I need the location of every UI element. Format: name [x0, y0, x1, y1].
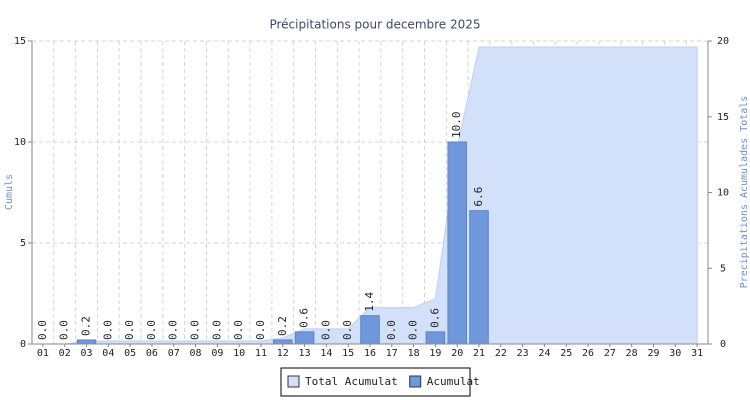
x-tick-label: 08: [190, 348, 202, 359]
y-tick-label: 0: [20, 339, 26, 350]
data-label: 0.2: [80, 316, 93, 336]
y2-tick-label: 5: [720, 263, 726, 274]
data-label: 0.0: [210, 320, 223, 340]
legend-box: [280, 367, 471, 397]
data-label: 0.6: [428, 308, 441, 328]
data-label: 0.0: [145, 320, 158, 340]
y2-tick-label: 15: [717, 112, 729, 123]
bar: [294, 331, 315, 345]
y-tick-label: 15: [14, 36, 26, 47]
y2-axis-label: Precipitations Acumulades Totals: [739, 96, 750, 289]
x-tick-label: 24: [538, 348, 550, 359]
data-label: 10.0: [450, 112, 463, 139]
x-tick-label: 25: [560, 348, 572, 359]
x-tick-label: 29: [647, 348, 659, 359]
data-label: 0.6: [298, 308, 311, 328]
x-tick-label: 09: [211, 348, 223, 359]
y2-tick-label: 0: [720, 339, 726, 350]
data-label: 0.0: [341, 320, 354, 340]
area: [42, 46, 698, 345]
data-label: 0.0: [58, 320, 71, 340]
x-tick-label: 05: [124, 348, 136, 359]
x-tick-label: 10: [233, 348, 245, 359]
bar: [425, 331, 446, 345]
x-tick-label: 30: [669, 348, 681, 359]
data-label: 0.0: [232, 320, 245, 340]
x-tick-label: 27: [604, 348, 616, 359]
x-tick-label: 01: [37, 348, 49, 359]
data-label: 0.0: [319, 320, 332, 340]
chart-title: Précipitations pour decembre 2025: [269, 18, 480, 32]
legend-swatch: [287, 375, 300, 388]
bar: [469, 210, 489, 345]
y-tick-label: 10: [14, 137, 26, 148]
bar: [360, 315, 380, 345]
x-tick-label: 23: [517, 348, 529, 359]
legend-label: Total Acumulat: [305, 375, 398, 388]
x-tick-label: 26: [582, 348, 594, 359]
y-axis-label: Cumuls: [4, 174, 15, 210]
bar: [273, 339, 293, 345]
x-tick-label: 07: [168, 348, 180, 359]
data-label: 0.0: [123, 320, 136, 340]
legend-label: Acumulat: [427, 375, 480, 388]
x-tick-label: 12: [277, 348, 289, 359]
x-tick-label: 15: [342, 348, 354, 359]
data-label: 1.4: [363, 291, 376, 311]
x-tick-label: 16: [364, 348, 376, 359]
data-label: 0.0: [189, 320, 202, 340]
x-tick-label: 19: [429, 348, 441, 359]
x-tick-label: 21: [473, 348, 485, 359]
x-tick-label: 04: [102, 348, 114, 359]
x-tick-label: 11: [255, 348, 267, 359]
x-tick-label: 03: [80, 348, 92, 359]
data-label: 0.0: [407, 320, 420, 340]
data-label: 0.0: [101, 320, 114, 340]
data-label: 0.2: [276, 316, 289, 336]
x-tick-label: 20: [451, 348, 463, 359]
y-tick-label: 5: [20, 238, 26, 249]
y2-tick-label: 10: [717, 188, 729, 199]
data-label: 0.0: [254, 320, 267, 340]
y2-tick-label: 20: [717, 36, 729, 47]
bar: [447, 141, 467, 345]
bar: [76, 339, 97, 345]
legend-swatch: [409, 375, 422, 388]
x-tick-label: 17: [386, 348, 398, 359]
data-label: 0.0: [167, 320, 180, 340]
x-tick-label: 31: [691, 348, 703, 359]
x-tick-label: 14: [320, 348, 332, 359]
x-tick-label: 18: [408, 348, 420, 359]
x-tick-label: 13: [299, 348, 311, 359]
data-label: 6.6: [472, 187, 485, 207]
x-tick-label: 06: [146, 348, 158, 359]
x-tick-label: 28: [626, 348, 638, 359]
data-label: 0.0: [385, 320, 398, 340]
x-tick-label: 22: [495, 348, 507, 359]
data-label: 0.0: [36, 320, 49, 340]
x-tick-label: 02: [59, 348, 71, 359]
